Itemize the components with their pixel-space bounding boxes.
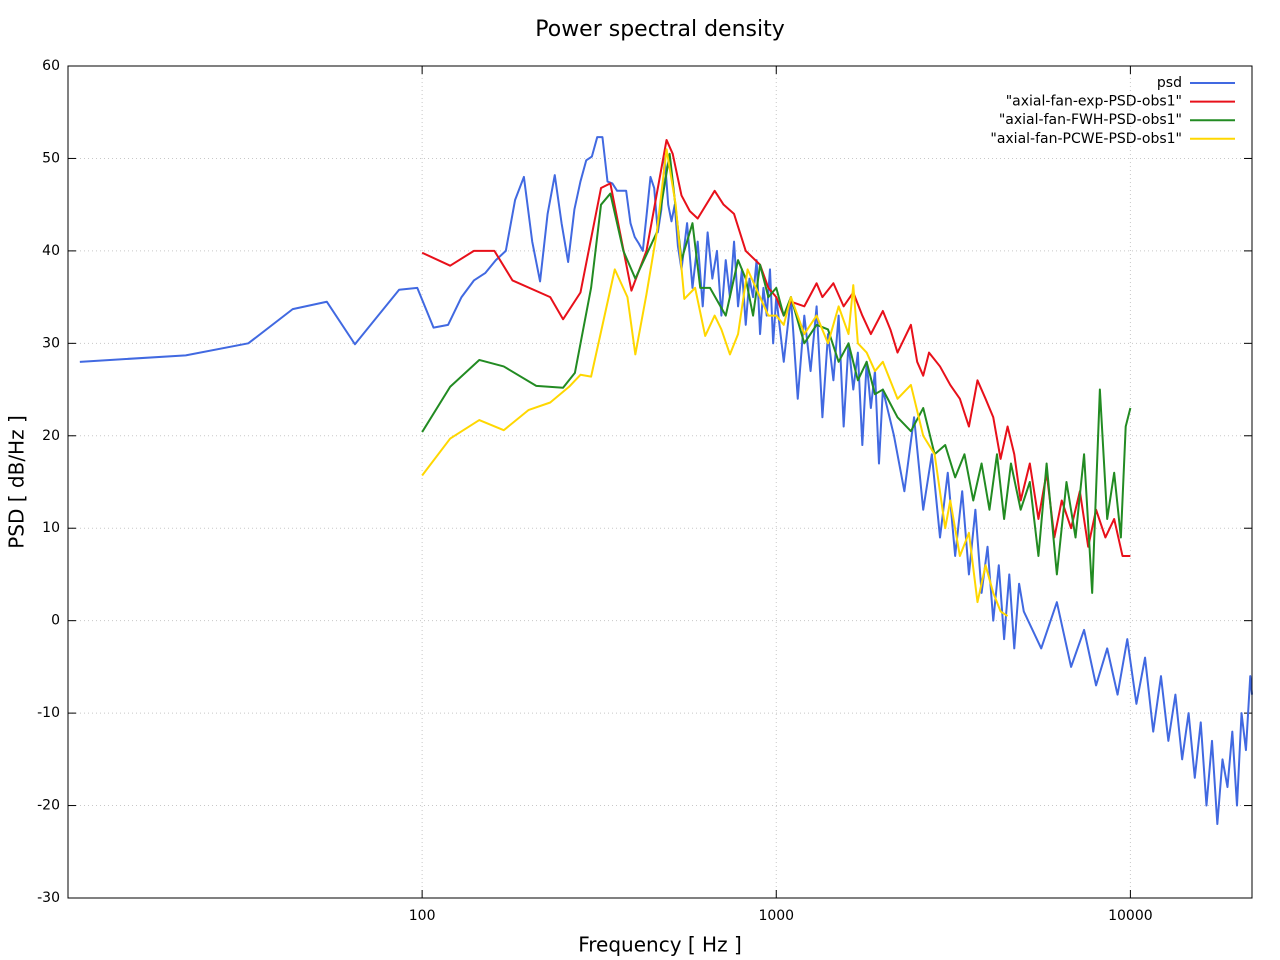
y-tick-label: 10 <box>42 520 60 536</box>
y-tick-label: 40 <box>42 243 60 259</box>
legend-label: "axial-fan-exp-PSD-obs1" <box>1006 94 1182 110</box>
plot-border <box>67 65 1253 899</box>
y-tick-label: 50 <box>42 150 60 166</box>
legend-label: "axial-fan-FWH-PSD-obs1" <box>999 112 1182 128</box>
y-tick-label: -30 <box>37 890 60 906</box>
series-line <box>421 148 1009 617</box>
y-axis-label: PSD [ dB/Hz ] <box>5 415 29 549</box>
x-tick-label: 10000 <box>1108 908 1153 924</box>
y-tick-label: 20 <box>42 428 60 444</box>
x-tick-label: 1000 <box>758 908 794 924</box>
plot-area <box>79 136 1253 826</box>
x-axis-label: Frequency [ Hz ] <box>578 933 742 957</box>
y-tick-label: 60 <box>42 58 60 74</box>
y-tick-label: 0 <box>51 613 60 629</box>
y-tick-label: -20 <box>37 798 60 814</box>
y-tick-label: -10 <box>37 705 60 721</box>
legend-label: psd <box>1157 75 1182 91</box>
chart-title: Power spectral density <box>535 17 785 42</box>
legend: psd "axial-fan-exp-PSD-obs1" "axial-fan-FW… <box>990 75 1235 147</box>
series-line <box>79 136 1253 826</box>
series-line <box>421 152 1132 594</box>
y-tick-label: 30 <box>42 335 60 351</box>
x-tick-label: 100 <box>409 908 436 924</box>
legend-label: "axial-fan-PCWE-PSD-obs1" <box>990 131 1182 147</box>
